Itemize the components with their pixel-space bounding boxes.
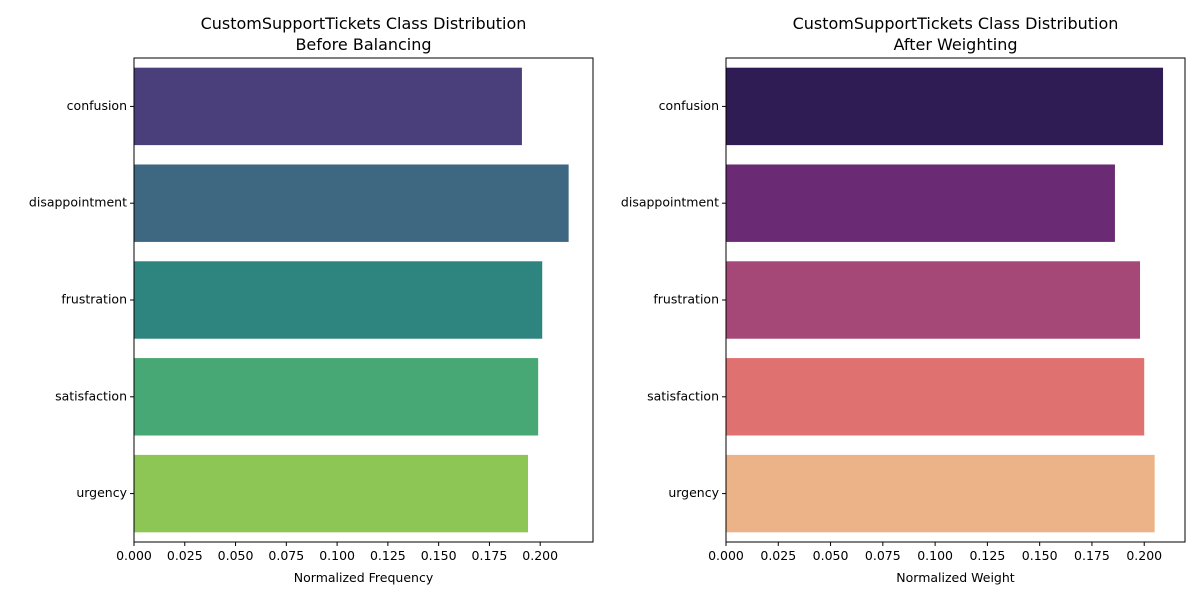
bar-frustration — [726, 261, 1141, 339]
y-tick-label: urgency — [76, 485, 127, 500]
x-axis-label: Normalized Frequency — [294, 570, 434, 585]
chart-title: CustomSupportTickets Class Distribution — [793, 14, 1119, 33]
y-tick-label: frustration — [61, 292, 127, 307]
x-tick-label: 0.125 — [370, 548, 406, 563]
x-tick-label: 0.100 — [917, 548, 953, 563]
bar-satisfaction — [726, 358, 1145, 436]
x-tick-label: 0.075 — [865, 548, 901, 563]
x-tick-label: 0.000 — [708, 548, 744, 563]
bar-disappointment — [726, 164, 1115, 242]
y-tick-label: satisfaction — [647, 388, 719, 403]
x-tick-label: 0.100 — [319, 548, 355, 563]
chart-title: CustomSupportTickets Class Distribution — [201, 14, 527, 33]
y-tick-label: urgency — [668, 485, 719, 500]
bar-confusion — [726, 67, 1164, 146]
y-tick-label: disappointment — [29, 195, 127, 210]
x-tick-label: 0.050 — [218, 548, 254, 563]
x-tick-label: 0.200 — [1126, 548, 1162, 563]
y-tick-label: disappointment — [621, 195, 719, 210]
y-tick-label: confusion — [659, 98, 719, 113]
x-tick-label: 0.075 — [268, 548, 304, 563]
y-tick-label: satisfaction — [55, 388, 127, 403]
bar-disappointment — [134, 164, 569, 242]
x-tick-label: 0.150 — [421, 548, 457, 563]
x-tick-label: 0.000 — [116, 548, 152, 563]
x-axis-label: Normalized Weight — [896, 570, 1015, 585]
x-tick-label: 0.150 — [1022, 548, 1058, 563]
y-tick-label: frustration — [653, 292, 719, 307]
chart-right: CustomSupportTickets Class Distribution … — [621, 14, 1186, 585]
x-tick-label: 0.025 — [167, 548, 203, 563]
plot-frame — [133, 57, 594, 543]
chart-left: CustomSupportTickets Class Distribution … — [29, 14, 594, 585]
x-tick-label: 0.050 — [813, 548, 849, 563]
bar-urgency — [726, 454, 1155, 533]
chart-subtitle: After Weighting — [894, 35, 1018, 54]
bar-frustration — [134, 261, 543, 339]
plot-frame — [725, 57, 1186, 543]
bar-urgency — [134, 454, 529, 533]
x-tick-label: 0.200 — [522, 548, 558, 563]
bar-satisfaction — [134, 358, 539, 436]
y-tick-label: confusion — [67, 98, 127, 113]
bar-confusion — [134, 67, 522, 146]
x-tick-label: 0.025 — [760, 548, 796, 563]
x-tick-label: 0.125 — [969, 548, 1005, 563]
x-tick-label: 0.175 — [1074, 548, 1110, 563]
chart-subtitle: Before Balancing — [295, 35, 431, 54]
x-tick-label: 0.175 — [472, 548, 508, 563]
